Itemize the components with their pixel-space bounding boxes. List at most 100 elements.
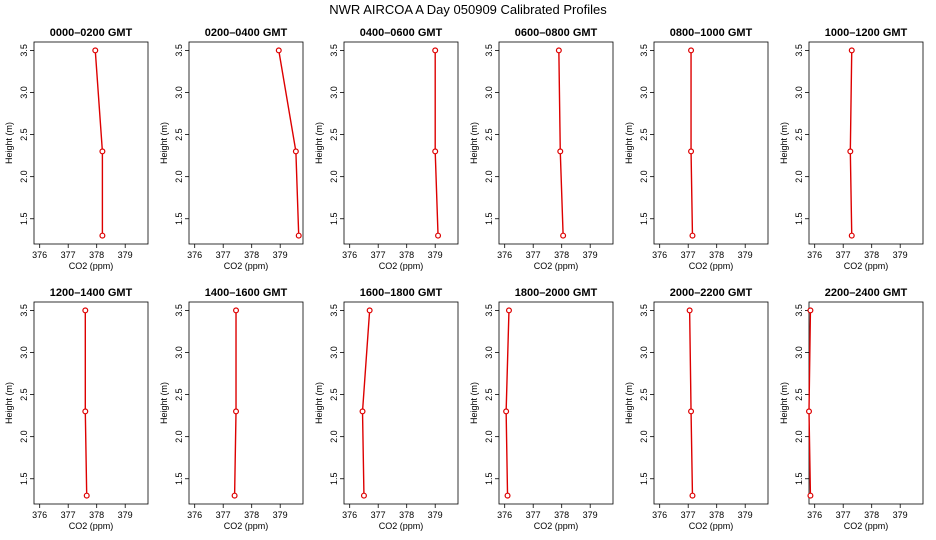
y-tick-label: 2.5 — [174, 128, 184, 141]
y-tick-label: 2.0 — [329, 430, 339, 443]
profile-line — [688, 310, 694, 496]
panel-title: 2200–2400 GMT — [825, 287, 908, 299]
y-tick-label: 3.0 — [19, 86, 29, 99]
x-tick-label: 377 — [836, 510, 851, 520]
x-tick-label: 376 — [807, 510, 822, 520]
chart-panel: 0400–0600 GMT 376 377 378 379 1.5 2.0 2.5 3.0 3.5… — [314, 27, 459, 271]
x-tick-label: 376 — [187, 510, 202, 520]
y-tick-label: 1.5 — [329, 212, 339, 225]
y-tick-label: 3.5 — [484, 44, 494, 57]
data-point — [233, 307, 240, 314]
y-tick-label: 3.0 — [794, 86, 804, 99]
plot-frame — [343, 301, 459, 505]
data-point — [99, 148, 106, 155]
chart-panel: 0800–1000 GMT 376 377 378 379 1.5 2.0 2.5 3.0 3.5… — [624, 27, 769, 271]
x-tick-label: 379 — [273, 510, 288, 520]
chart-panel: 1000–1200 GMT 376 377 378 379 1.5 2.0 2.5 3.0 3.5… — [779, 27, 924, 271]
y-tick-label: 3.0 — [174, 86, 184, 99]
data-point — [295, 232, 302, 239]
x-tick-label: 376 — [32, 510, 47, 520]
y-tick-label: 1.5 — [794, 472, 804, 485]
y-tick-label: 1.5 — [329, 472, 339, 485]
profile-line — [558, 50, 564, 236]
y-tick-label: 3.5 — [19, 304, 29, 317]
x-axis-label: CO2 (ppm) — [224, 261, 269, 271]
y-tick-label: 3.0 — [794, 346, 804, 359]
profile-line — [434, 50, 439, 236]
y-tick-label: 2.0 — [794, 430, 804, 443]
x-tick-label: 377 — [371, 250, 386, 260]
y-tick-label: 2.5 — [794, 128, 804, 141]
data-point — [435, 232, 442, 239]
x-tick-label: 377 — [526, 510, 541, 520]
panel-title: 1000–1200 GMT — [825, 27, 908, 39]
plot-frame — [33, 41, 149, 245]
x-tick-label: 379 — [428, 250, 443, 260]
y-tick-label: 2.5 — [19, 388, 29, 401]
data-point — [847, 148, 854, 155]
data-point — [99, 232, 106, 239]
y-tick-label: 2.5 — [174, 388, 184, 401]
y-tick-label: 2.0 — [639, 430, 649, 443]
x-tick-label: 379 — [738, 250, 753, 260]
y-tick-label: 3.5 — [794, 44, 804, 57]
panel-title: 0200–0400 GMT — [205, 27, 288, 39]
x-axis-label: CO2 (ppm) — [689, 261, 734, 271]
panel-title: 0800–1000 GMT — [670, 27, 753, 39]
panel-title: 1800–2000 GMT — [515, 287, 598, 299]
x-tick-label: 376 — [497, 510, 512, 520]
y-tick-label: 1.5 — [794, 212, 804, 225]
x-tick-label: 376 — [497, 250, 512, 260]
x-tick-label: 379 — [738, 510, 753, 520]
panel-title: 0600–0800 GMT — [515, 27, 598, 39]
x-tick-label: 378 — [709, 510, 724, 520]
x-tick-label: 376 — [187, 250, 202, 260]
chart-panel: 1400–1600 GMT 376 377 378 379 1.5 2.0 2.5 3.0 3.5… — [159, 287, 304, 531]
y-axis-label: Height (m) — [624, 122, 634, 164]
y-tick-label: 2.0 — [639, 170, 649, 183]
y-axis-label: Height (m) — [779, 382, 789, 424]
data-point — [689, 232, 696, 239]
plot-frame — [808, 301, 924, 505]
y-axis-label: Height (m) — [624, 382, 634, 424]
x-tick-label: 378 — [244, 510, 259, 520]
y-axis-label: Height (m) — [469, 122, 479, 164]
y-axis-label: Height (m) — [469, 382, 479, 424]
y-tick-label: 1.5 — [639, 212, 649, 225]
plot-frame — [343, 41, 459, 245]
x-tick-label: 378 — [399, 250, 414, 260]
panel-title: 1600–1800 GMT — [360, 287, 443, 299]
chart-panel: 2000–2200 GMT 376 377 378 379 1.5 2.0 2.5 3.0 3.5… — [624, 287, 769, 531]
y-axis-label: Height (m) — [159, 382, 169, 424]
data-point — [231, 492, 238, 499]
x-tick-label: 379 — [118, 510, 133, 520]
y-tick-label: 3.5 — [174, 44, 184, 57]
x-axis-label: CO2 (ppm) — [224, 521, 269, 531]
data-point — [688, 148, 695, 155]
y-axis-label: Height (m) — [314, 122, 324, 164]
y-tick-label: 2.0 — [174, 430, 184, 443]
x-tick-label: 377 — [526, 250, 541, 260]
x-tick-label: 379 — [583, 510, 598, 520]
x-axis-label: CO2 (ppm) — [534, 521, 579, 531]
chart-panel: 1600–1800 GMT 376 377 378 379 1.5 2.0 2.5 3.0 3.5… — [314, 287, 459, 531]
chart-panel: 1200–1400 GMT 376 377 378 379 1.5 2.0 2.5 3.0 3.5… — [4, 287, 149, 531]
data-point — [557, 148, 564, 155]
x-tick-label: 377 — [836, 250, 851, 260]
y-tick-label: 1.5 — [639, 472, 649, 485]
y-tick-label: 2.0 — [484, 430, 494, 443]
y-tick-label: 3.0 — [639, 346, 649, 359]
data-point — [805, 408, 812, 415]
x-tick-label: 376 — [652, 510, 667, 520]
data-point — [848, 232, 855, 239]
x-axis-label: CO2 (ppm) — [379, 521, 424, 531]
data-point — [848, 47, 855, 54]
x-tick-label: 377 — [61, 510, 76, 520]
y-tick-label: 2.5 — [794, 388, 804, 401]
x-tick-label: 378 — [554, 510, 569, 520]
data-point — [92, 47, 99, 54]
x-tick-label: 378 — [709, 250, 724, 260]
y-tick-label: 3.0 — [639, 86, 649, 99]
data-point — [292, 148, 299, 155]
y-tick-label: 3.5 — [639, 304, 649, 317]
